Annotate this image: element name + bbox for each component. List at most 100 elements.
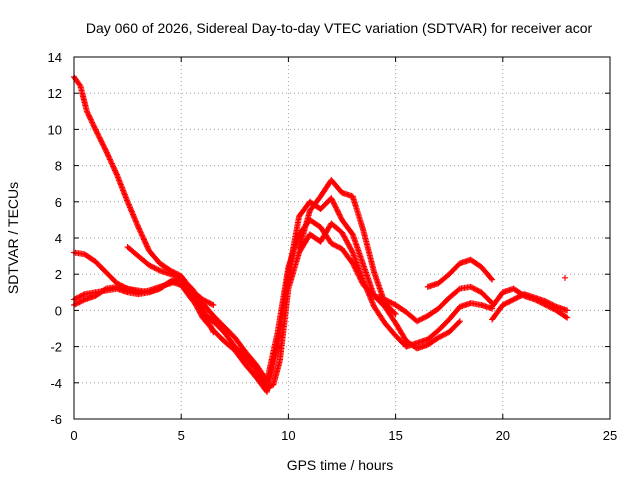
data-point <box>351 264 358 271</box>
data-point <box>561 274 568 281</box>
data-point <box>439 332 446 339</box>
data-point <box>150 264 157 271</box>
data-point <box>414 318 421 325</box>
data-point <box>110 164 117 171</box>
data-point <box>135 224 142 231</box>
data-point <box>72 301 79 308</box>
data-point <box>205 299 211 306</box>
data-point <box>136 226 143 233</box>
data-point <box>105 153 112 160</box>
data-point <box>96 134 103 141</box>
data-point <box>544 299 551 306</box>
data-point <box>416 316 423 323</box>
data-point <box>422 314 429 321</box>
data-point <box>77 298 84 305</box>
data-point <box>333 243 340 250</box>
series-outlier <box>561 274 568 281</box>
y-tick-label: 4 <box>55 231 62 246</box>
data-point <box>336 212 343 219</box>
data-point <box>75 294 82 301</box>
data-point <box>488 275 495 282</box>
data-point <box>436 333 443 340</box>
data-point <box>139 233 146 240</box>
x-axis-label: GPS time / hours <box>287 457 394 473</box>
data-point <box>337 214 344 221</box>
data-point <box>104 150 111 157</box>
data-point <box>440 331 447 338</box>
data-point <box>109 161 116 168</box>
data-point <box>107 157 114 164</box>
data-point <box>77 293 84 300</box>
data-point <box>207 300 214 307</box>
data-point <box>103 149 110 156</box>
data-point <box>455 319 462 326</box>
data-point <box>328 196 335 203</box>
series-track-6 <box>296 177 399 318</box>
data-point <box>471 285 478 292</box>
data-point <box>113 170 120 177</box>
data-point <box>349 248 356 255</box>
data-point <box>103 148 110 155</box>
data-point <box>102 146 109 153</box>
y-tick-label: -6 <box>50 412 62 427</box>
data-point <box>108 159 115 166</box>
data-point <box>336 211 343 218</box>
data-point <box>99 141 106 148</box>
data-point <box>86 113 93 120</box>
data-point <box>95 133 102 140</box>
data-point <box>475 287 482 294</box>
data-point <box>329 197 336 204</box>
data-point <box>332 242 339 249</box>
data-point <box>80 297 87 304</box>
data-point <box>353 268 360 275</box>
data-point <box>143 242 150 249</box>
data-point <box>135 225 142 232</box>
data-point <box>76 293 83 300</box>
data-point <box>140 236 147 243</box>
data-point <box>155 266 162 273</box>
data-point <box>140 235 147 242</box>
data-marks <box>71 73 571 395</box>
data-point <box>474 287 481 294</box>
data-point <box>137 228 144 235</box>
x-tick-label: 10 <box>281 428 295 443</box>
data-point <box>352 265 359 272</box>
data-point <box>349 260 356 267</box>
data-point <box>501 301 508 308</box>
data-point <box>91 125 98 132</box>
data-point <box>111 166 118 173</box>
data-point <box>548 301 555 308</box>
data-point <box>97 135 104 142</box>
data-point <box>499 301 506 308</box>
x-tick-label: 0 <box>70 428 77 443</box>
data-point <box>90 122 97 129</box>
data-point <box>392 311 399 318</box>
data-point <box>388 299 395 306</box>
data-point <box>350 261 357 268</box>
data-point <box>455 286 462 293</box>
data-point <box>88 118 95 125</box>
data-point <box>515 293 522 300</box>
data-point <box>142 239 149 246</box>
data-point <box>333 206 340 213</box>
data-point <box>87 115 94 122</box>
data-point <box>355 271 362 278</box>
y-tick-label: 14 <box>48 50 62 65</box>
data-point <box>94 130 101 137</box>
y-tick-label: 6 <box>55 195 62 210</box>
series-track-7 <box>424 256 496 290</box>
data-point <box>89 120 96 127</box>
data-point <box>75 299 82 306</box>
data-point <box>549 301 556 308</box>
data-point <box>76 299 83 306</box>
data-point <box>513 295 520 302</box>
data-point <box>110 163 117 170</box>
data-point <box>100 142 107 149</box>
data-point <box>83 108 90 115</box>
data-point <box>443 330 450 337</box>
data-point <box>328 240 335 247</box>
data-point <box>546 300 553 307</box>
tick-labels: 0 5 10 15 20 25 -6 -4 -2 0 2 4 6 8 10 12 14 <box>48 50 618 443</box>
data-point <box>206 299 213 306</box>
data-point <box>142 240 149 247</box>
